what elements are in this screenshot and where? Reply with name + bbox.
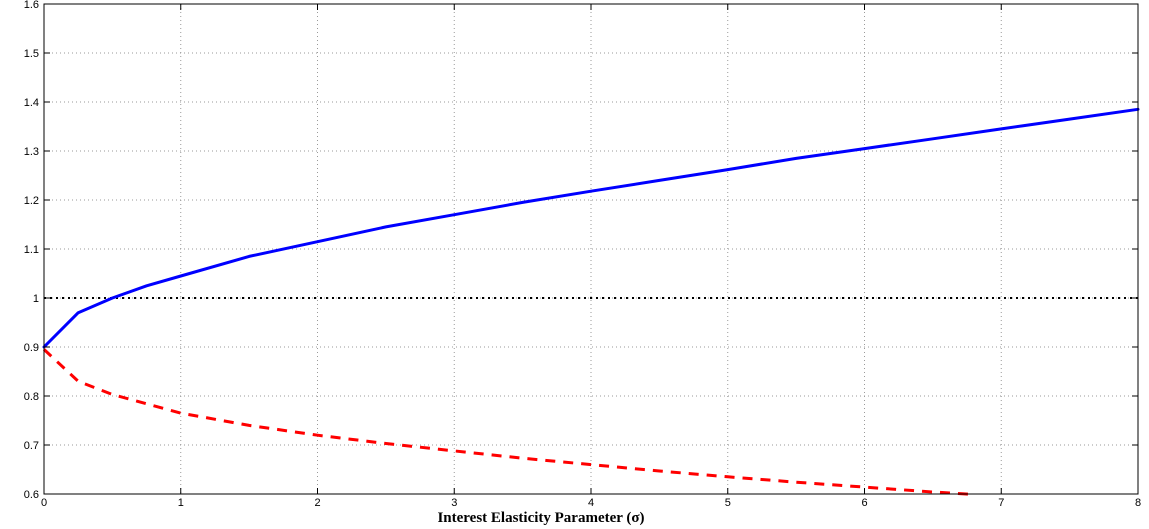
grid-lines — [44, 4, 1138, 494]
x-tick-label: 7 — [998, 497, 1004, 509]
y-tick-label: 1.3 — [24, 146, 39, 158]
y-tick-label: 0.6 — [24, 489, 39, 501]
y-tick-label: 0.7 — [24, 440, 39, 452]
y-tick-label: 1.6 — [24, 0, 39, 11]
y-tick-label: 0.9 — [24, 342, 39, 354]
axis-ticks — [43, 3, 1139, 495]
y-tick-label: 0.8 — [24, 391, 39, 403]
series-line-blue — [42, 107, 1140, 349]
y-tick-label: 1.2 — [24, 195, 39, 207]
y-tick-labels: 0.6 0.7 0.8 0.9 1 1.1 1.2 1.3 1.4 1.5 1.6 — [24, 0, 39, 501]
y-tick-label: 1.1 — [24, 244, 39, 256]
x-tick-label: 2 — [314, 497, 320, 509]
y-tick-label: 1.5 — [24, 48, 39, 60]
x-axis-label: Interest Elasticity Parameter (σ) — [437, 510, 644, 526]
x-tick-labels: 0 1 2 3 4 5 6 7 8 — [41, 497, 1141, 509]
x-tick-label: 6 — [861, 497, 867, 509]
y-tick-label: 1 — [33, 293, 39, 305]
x-tick-label: 4 — [588, 497, 594, 509]
x-tick-label: 0 — [41, 497, 47, 509]
x-tick-label: 3 — [451, 497, 457, 509]
x-tick-label: 1 — [178, 497, 184, 509]
x-tick-label: 8 — [1135, 497, 1141, 509]
series-line-red-dashed — [42, 348, 974, 496]
x-tick-label: 5 — [725, 497, 731, 509]
series-lines — [42, 107, 1140, 496]
y-tick-label: 1.4 — [24, 97, 39, 109]
